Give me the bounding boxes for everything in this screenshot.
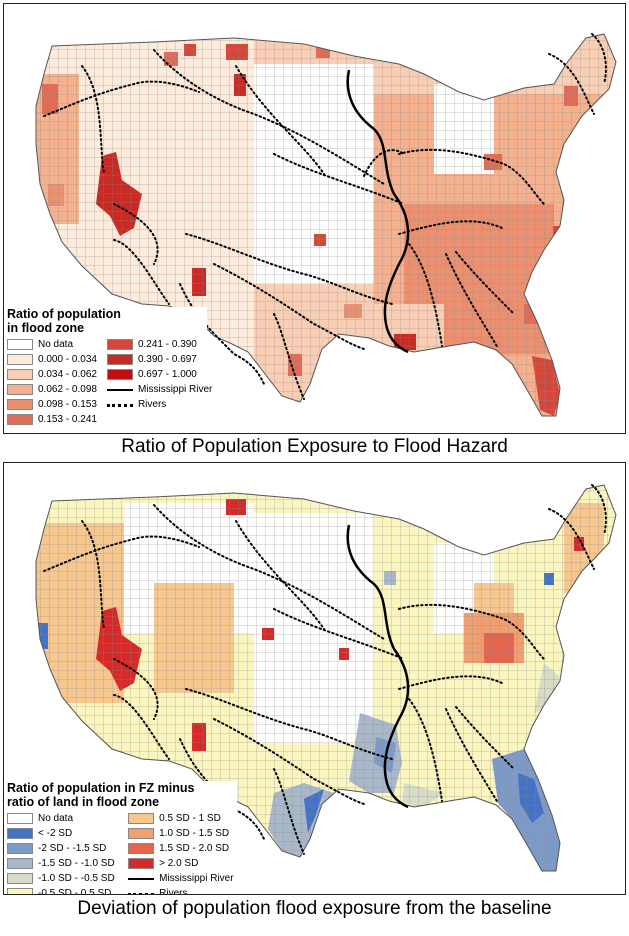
legend-title: Ratio of population in flood zone: [7, 307, 207, 335]
legend-swatch: [7, 887, 33, 894]
legend-swatch: [7, 353, 33, 365]
legend-item: -0.5 SD - 0.5 SD: [7, 887, 118, 895]
legend-item: Mississippi River: [106, 383, 213, 395]
legend-swatch: [7, 398, 33, 410]
legend-item: Rivers: [106, 398, 212, 410]
legend-item: < -2 SD: [7, 827, 118, 839]
legend-swatch: [7, 842, 33, 854]
legend-label: No data: [38, 812, 74, 824]
legend-swatch: [106, 353, 133, 365]
legend-swatch: [7, 368, 33, 380]
mississippi-river: [346, 69, 410, 354]
legend-swatch: [128, 857, 155, 869]
legend-swatch: [106, 368, 133, 380]
legend-swatch: [7, 872, 33, 884]
legend-label: 0.5 SD - 1 SD: [159, 812, 221, 824]
legend-title-line-2: in flood zone: [7, 321, 85, 335]
legend-item: -1.0 SD - -0.5 SD: [7, 872, 118, 884]
rivers-layer: [43, 33, 607, 400]
legend-swatch: [128, 827, 155, 839]
legend-label: 0.098 - 0.153: [38, 398, 97, 410]
legend-label: 0.034 - 0.062: [38, 368, 97, 380]
legend-label: -1.5 SD - -1.0 SD: [38, 857, 115, 869]
rivers-layer-2: [43, 484, 607, 855]
bottom-map-caption: Deviation of population flood exposure f…: [77, 898, 552, 919]
legend-swatch: [7, 857, 33, 869]
legend-swatch: [106, 338, 133, 350]
legend-title-line-2: ratio of land in flood zone: [7, 795, 160, 809]
mississippi-line-swatch: [106, 384, 133, 395]
legend-label: Rivers: [159, 887, 188, 895]
flood-exposure-map: [35, 33, 617, 417]
legend-item: 0.000 - 0.034: [7, 353, 97, 365]
legend-label: -2 SD - -1.5 SD: [38, 842, 107, 854]
legend-swatch: [7, 383, 33, 395]
flood-exposure-map-panel: Ratio of population in flood zone No dat…: [3, 3, 626, 434]
legend-label: 1.5 SD - 2.0 SD: [159, 842, 230, 854]
legend-label: 0.000 - 0.034: [38, 353, 97, 365]
legend-label: 0.241 - 0.390: [137, 338, 197, 350]
legend-label: Mississippi River: [159, 872, 234, 884]
legend-label: 0.697 - 1.000: [137, 368, 197, 380]
mississippi-river-2: [346, 524, 410, 809]
legend-label: 0.390 - 0.697: [137, 353, 197, 365]
legend-item: 0.062 - 0.098: [7, 383, 97, 395]
legend-item: Mississippi River: [128, 872, 237, 884]
legend-swatch: [7, 338, 33, 350]
legend-label: > 2.0 SD: [159, 857, 199, 869]
bottom-map-legend: Ratio of population in FZ minus ratio of…: [7, 781, 237, 895]
legend-item: -1.5 SD - -1.0 SD: [7, 857, 118, 869]
rivers-line-swatch: [106, 399, 133, 410]
legend-title: Ratio of population in FZ minus ratio of…: [7, 781, 237, 809]
legend-label: 1.0 SD - 1.5 SD: [159, 827, 230, 839]
legend-label: 0.062 - 0.098: [38, 383, 97, 395]
legend-item: 0.098 - 0.153: [7, 398, 97, 410]
top-map-caption: Ratio of Population Exposure to Flood Ha…: [121, 436, 508, 457]
deviation-map-panel: Ratio of population in FZ minus ratio of…: [3, 462, 626, 895]
legend-swatch: [7, 413, 33, 425]
legend-items: No data 0.000 - 0.034 0.034 - 0.062 0.062 -…: [7, 338, 212, 425]
legend-swatch: [128, 842, 155, 854]
legend-item: > 2.0 SD: [128, 857, 237, 869]
legend-title-line-1: Ratio of population in FZ minus: [7, 781, 195, 795]
legend-item: 0.697 - 1.000: [106, 368, 212, 380]
legend-item: 0.034 - 0.062: [7, 368, 97, 380]
legend-swatch: [128, 812, 155, 824]
top-map-legend: Ratio of population in flood zone No dat…: [7, 307, 212, 425]
legend-label: Mississippi River: [137, 383, 213, 395]
legend-label: < -2 SD: [38, 827, 73, 839]
legend-item: 0.5 SD - 1 SD: [128, 812, 237, 824]
legend-title-line-1: Ratio of population: [7, 307, 121, 321]
legend-items: No data < -2 SD -2 SD - -1.5 SD -1.5 SD - -…: [7, 812, 237, 895]
legend-swatch: [7, 812, 33, 824]
legend-label: No data: [38, 338, 74, 350]
legend-label: -1.0 SD - -0.5 SD: [38, 872, 115, 884]
legend-item: No data: [7, 812, 118, 824]
legend-item: 1.0 SD - 1.5 SD: [128, 827, 237, 839]
legend-label: -0.5 SD - 0.5 SD: [38, 887, 112, 895]
legend-label: 0.153 - 0.241: [38, 413, 97, 425]
legend-item: 0.241 - 0.390: [106, 338, 212, 350]
legend-item: 1.5 SD - 2.0 SD: [128, 842, 237, 854]
legend-item: -2 SD - -1.5 SD: [7, 842, 118, 854]
legend-item: Rivers: [128, 887, 237, 895]
mississippi-line-swatch: [128, 873, 155, 884]
rivers-line-swatch: [128, 888, 155, 894]
legend-item: 0.153 - 0.241: [7, 413, 97, 425]
legend-label: Rivers: [137, 398, 167, 410]
legend-item: No data: [7, 338, 97, 350]
legend-swatch: [7, 827, 33, 839]
legend-item: 0.390 - 0.697: [106, 353, 212, 365]
